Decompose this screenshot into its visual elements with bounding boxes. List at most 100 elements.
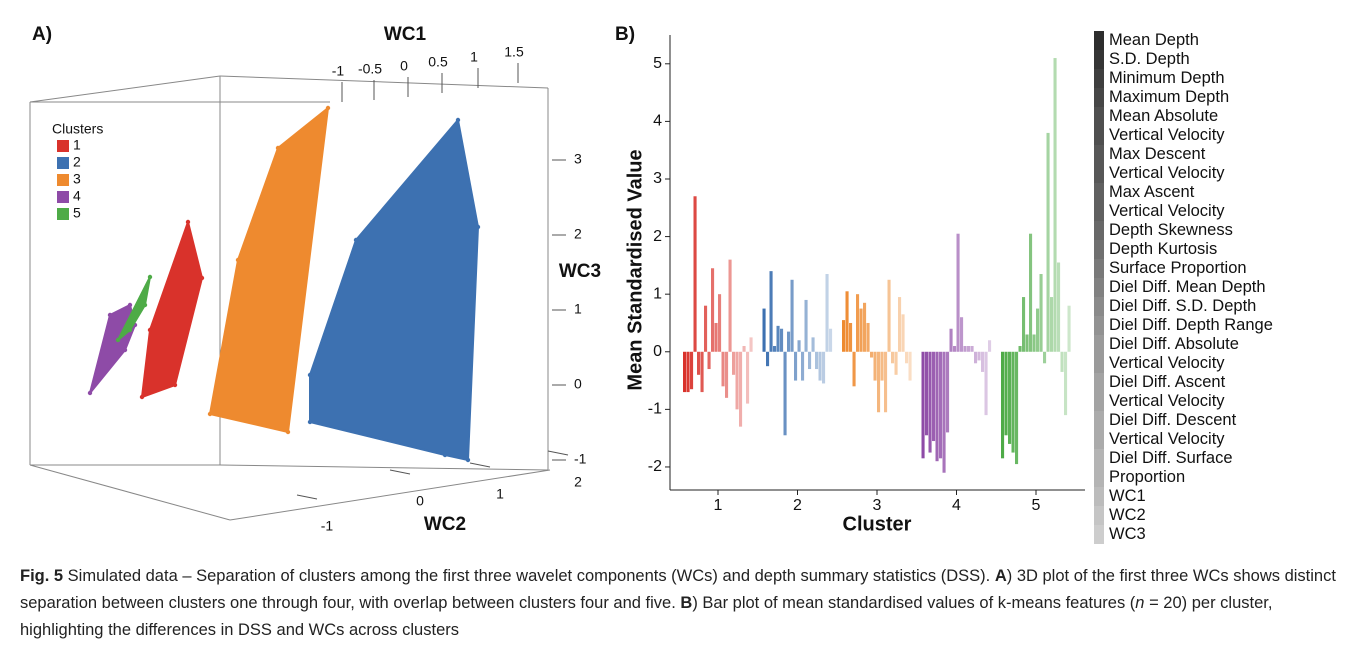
x-tick-label: 1.5 <box>504 44 524 60</box>
bar <box>683 351 687 393</box>
hull-vertex <box>142 302 148 308</box>
bar <box>891 351 895 364</box>
caption-text: = 20) per cluster, highlighting the diff… <box>20 594 1273 639</box>
bar <box>984 351 988 416</box>
bar <box>988 340 992 352</box>
legend-entry: Max Ascent Vertical Velocity <box>1094 183 1273 221</box>
legend-label: Depth Kurtosis <box>1109 240 1218 258</box>
bar <box>822 351 826 384</box>
y-tick-label: -2 <box>648 458 662 475</box>
panel-label: B) <box>615 24 635 45</box>
legend-label: WC3 <box>1109 525 1146 543</box>
bar <box>1036 308 1040 352</box>
bar <box>825 274 829 352</box>
bar <box>725 351 729 398</box>
caption-text: ) 3D plot of the first three WCs shows d… <box>20 567 1336 612</box>
bar <box>942 351 946 473</box>
legend-label: Diel Diff. Ascent Vertical Velocity <box>1109 373 1226 410</box>
hull-vertex <box>353 237 359 243</box>
legend-swatch <box>1094 31 1104 50</box>
bar <box>1011 351 1015 453</box>
bar <box>766 351 770 367</box>
bar <box>1039 274 1043 352</box>
legend-label: Max Ascent Vertical Velocity <box>1109 183 1225 220</box>
bar <box>852 351 856 387</box>
bar <box>863 302 867 352</box>
legend-label: Diel Diff. Descent Vertical Velocity <box>1109 411 1237 448</box>
bar <box>856 294 860 352</box>
bar <box>787 331 791 352</box>
bar <box>977 351 981 361</box>
bar <box>686 351 690 393</box>
hull-vertex <box>139 394 145 400</box>
y-tick-label: 1 <box>496 486 504 502</box>
bar <box>1043 351 1047 364</box>
hull-vertex <box>199 275 205 281</box>
z-tick-label: 1 <box>574 301 582 317</box>
y-tick-label: 2 <box>574 474 582 490</box>
bar <box>697 351 701 375</box>
y-tick-label: -1 <box>648 401 662 418</box>
legend-entry: Diel Diff. Depth Range <box>1094 316 1273 335</box>
legend-title: Clusters <box>52 121 103 137</box>
x-tick-label: 0.5 <box>428 54 448 70</box>
bar <box>949 328 953 352</box>
legend-swatch <box>1094 373 1104 411</box>
bar <box>739 351 743 427</box>
bar <box>898 297 902 352</box>
y-tick-label: 0 <box>653 343 662 360</box>
bar <box>877 351 881 413</box>
bar <box>780 328 784 352</box>
legend-entry: Maximum Depth <box>1094 88 1273 107</box>
bar <box>790 279 794 352</box>
legend-entry: Diel Diff. Surface Proportion <box>1094 449 1273 487</box>
legend-label: Diel Diff. S.D. Depth <box>1109 297 1257 315</box>
legend-label: WC1 <box>1109 487 1146 505</box>
bar <box>1067 305 1071 352</box>
bar <box>801 351 805 381</box>
z-tick-label: 2 <box>574 226 582 242</box>
legend-entry: Surface Proportion <box>1094 259 1273 278</box>
legend-label: Maximum Depth <box>1109 88 1230 106</box>
hull-vertex <box>275 145 281 151</box>
x-tick-label: -1 <box>332 63 345 79</box>
axis-title: WC3 <box>559 261 601 282</box>
legend-entry: Diel Diff. Absolute Vertical Velocity <box>1094 335 1273 373</box>
legend-swatch <box>1094 107 1104 145</box>
cluster-hull <box>141 221 203 398</box>
legend-swatch <box>1094 69 1104 88</box>
legend-entry: WC3 <box>1094 525 1273 544</box>
legend-label: Surface Proportion <box>1109 259 1247 277</box>
legend-swatch <box>57 191 69 203</box>
legend-entry: S.D. Depth <box>1094 50 1273 69</box>
tick-mark <box>469 462 491 468</box>
bar <box>870 351 874 358</box>
hull-vertex <box>185 219 191 225</box>
legend-swatch <box>57 208 69 220</box>
y-tick-label: 0 <box>416 493 424 509</box>
bar <box>960 317 964 352</box>
bar <box>773 346 777 352</box>
legend-label: Diel Diff. Depth Range <box>1109 316 1273 334</box>
bar <box>1057 262 1061 352</box>
legend-entry: WC1 <box>1094 487 1273 506</box>
bar <box>908 351 912 381</box>
legend-entry: Diel Diff. S.D. Depth <box>1094 297 1273 316</box>
legend-label: Max Descent Vertical Velocity <box>1109 145 1225 182</box>
hull-vertex <box>127 327 133 333</box>
legend-label: Minimum Depth <box>1109 69 1225 87</box>
axis-title: Cluster <box>843 513 912 535</box>
bar <box>866 322 870 352</box>
legend-entry: Mean Absolute Vertical Velocity <box>1094 107 1273 145</box>
axis-title: Mean Standardised Value <box>624 149 646 390</box>
bar <box>884 351 888 413</box>
bar <box>1060 351 1064 372</box>
bar <box>728 259 732 352</box>
legend-swatch <box>1094 88 1104 107</box>
bar <box>693 196 697 352</box>
bar <box>718 294 722 352</box>
bar <box>1064 351 1068 416</box>
hull-vertex <box>87 390 93 396</box>
bar <box>939 351 943 459</box>
